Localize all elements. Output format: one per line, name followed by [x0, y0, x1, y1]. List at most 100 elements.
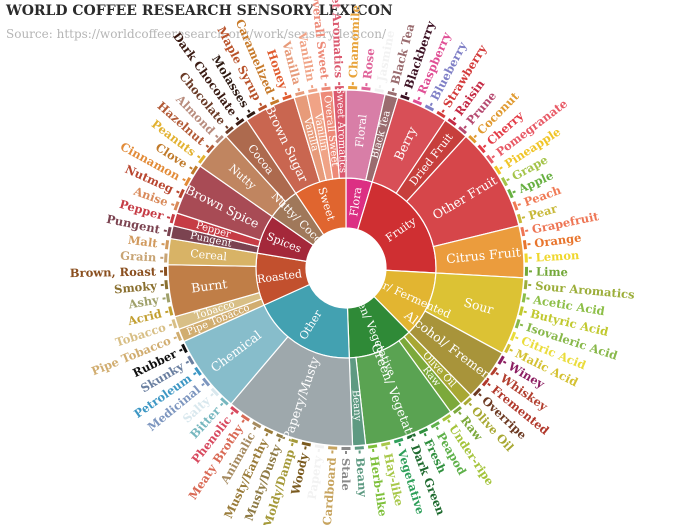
leaf-dash-whiskey: [495, 371, 500, 376]
leaf-tick-overripe: [472, 387, 482, 397]
leaf-dash-woody: [304, 446, 307, 450]
category-label-floral: Flora: [347, 186, 364, 218]
leaf-tick-peach: [512, 201, 519, 211]
leaf-tick-animalic: [252, 421, 262, 429]
leaf-tick-overall-sweet: [321, 86, 331, 91]
leaf-tick-skunky: [187, 355, 195, 365]
leaf-tick-meaty-brothy: [240, 414, 250, 422]
leaf-dash-honey: [284, 91, 288, 96]
leaf-tick-dark-chocolate: [235, 118, 245, 126]
leaf-dash-musty-earthy: [265, 432, 269, 437]
leaf-tick-chamomile: [348, 86, 358, 90]
leaf-tick-moldy-damp: [288, 437, 299, 444]
leaf-label-cardboard: Cardboard: [320, 457, 339, 525]
category-label-roasted: Roasted: [256, 267, 302, 286]
leaf-dash-caramelized: [271, 96, 275, 101]
leaf-tick-beany: [354, 446, 364, 450]
center-hole: [306, 228, 386, 308]
leaf-tick-vanillin: [308, 88, 318, 93]
leaf-dash-salty: [210, 393, 214, 397]
leaf-dash-pipe-tobacco: [173, 336, 177, 340]
leaf-dash-peach: [517, 203, 521, 206]
leaf-dash-nutmeg: [176, 190, 180, 194]
leaf-tick-blueberry: [424, 104, 435, 112]
leaf-tick-cinnamon: [184, 176, 192, 187]
leaf-dash-anise: [171, 203, 175, 206]
leaf-dash-malic-acid: [509, 348, 513, 352]
leaf-dash-butyric-acid: [523, 310, 527, 314]
leaf-tick-fremented: [481, 377, 490, 387]
leaf-tick-lime: [524, 266, 528, 276]
leaf-dash-dark-green: [411, 438, 415, 442]
leaf-tick-blackberry: [400, 94, 410, 101]
leaf-label-chamomile: Chamomile: [346, 5, 363, 78]
leaf-dash-vegetative: [398, 442, 402, 447]
chart-title: WORLD COFFEE RESEARCH SENSORY LEXICON: [6, 3, 393, 19]
leaf-tick-vanilla: [295, 90, 305, 97]
chart-source: Source: https://worldcoffeeresearch.org/…: [6, 27, 387, 41]
leaf-tick-brown-roast: [164, 266, 168, 276]
leaf-dash-peapod: [435, 426, 439, 431]
leaf-label-malt: Malt: [127, 233, 159, 251]
leaf-dash-olive-oil: [468, 402, 473, 407]
leaf-dash-winey: [502, 360, 507, 364]
leaf-tick-pear: [516, 213, 523, 224]
leaf-tick-acetic-acid: [521, 293, 527, 303]
leaf-label-ashy: Ashy: [126, 293, 160, 312]
leaf-tick-under-ripe: [442, 414, 452, 422]
leaf-dash-meaty-brothy: [241, 419, 245, 423]
leaf-dash-citric-acid: [515, 336, 519, 340]
leaf-dash-bitter: [219, 402, 224, 407]
leaf-tick-honey: [282, 94, 292, 101]
leaf-dash-molasses: [247, 109, 251, 113]
leaf-dash-isovaleric-acid: [519, 323, 524, 327]
leaf-label-beany: Beany: [353, 457, 370, 498]
leaf-tick-black-tea: [387, 90, 397, 97]
leaf-tick-salty: [210, 387, 220, 397]
leaf-tick-almond: [215, 134, 224, 144]
leaf-dash-jasmine: [378, 84, 382, 89]
leaf-tick-dark-green: [406, 433, 416, 440]
leaf-tick-strawberry: [436, 110, 446, 119]
leaf-tick-clove: [190, 165, 199, 175]
leaf-tick-coconut: [468, 134, 477, 144]
leaf-dash-animalic: [253, 426, 257, 431]
leaf-tick-malic-acid: [504, 343, 511, 354]
leaf-dash-prune: [463, 125, 467, 129]
leaf-tick-vegetative: [393, 437, 404, 444]
leaf-tick-petroleum: [194, 366, 202, 376]
leaf-tick-whiskey: [490, 366, 498, 376]
leaf-tick-pepper: [169, 213, 176, 224]
leaf-dash-pomegranate: [491, 155, 496, 159]
leaf-dash-tobacco: [168, 323, 173, 327]
leaf-tick-pomegranate: [486, 154, 494, 164]
leaf-tick-pipe-tobacco: [175, 331, 183, 342]
leaf-dash-blueberry: [429, 102, 433, 107]
leaf-tick-maple-syrup: [257, 104, 268, 112]
leaf-dash-pungent: [163, 229, 167, 233]
leaf-dash-acrid: [165, 310, 169, 314]
leaf-dash-overripe: [478, 393, 482, 397]
leaf-dash-hazelnut: [205, 144, 210, 148]
leaf-label-brown-roast: Brown, Roast: [70, 264, 157, 280]
leaf-dash-raspberry: [417, 96, 421, 101]
leaf-label-rose: Rose: [360, 48, 377, 80]
leaf-tick-butyric-acid: [518, 306, 524, 316]
leaf-dash-skunky: [185, 360, 190, 364]
leaf-tick-citric-acid: [509, 331, 517, 342]
leaf-tick-bitter: [220, 397, 229, 406]
leaf-dash-pear: [521, 216, 526, 219]
leaf-tick-pineapple: [493, 165, 502, 175]
leaf-tick-stale: [341, 446, 351, 450]
leaf-tick-molasses: [246, 110, 256, 119]
leaf-label-lime: Lime: [536, 265, 568, 280]
leaf-tick-cardboard: [328, 446, 338, 450]
leaf-dash-blackberry: [404, 91, 408, 96]
leaf-tick-malt: [164, 240, 170, 250]
subcategory-label-cereal: Cereal: [190, 247, 228, 263]
leaf-dash-petroleum: [192, 371, 197, 376]
subcategory-label-floral: Floral: [353, 113, 370, 148]
leaf-dash-musty-dusty: [277, 438, 281, 442]
